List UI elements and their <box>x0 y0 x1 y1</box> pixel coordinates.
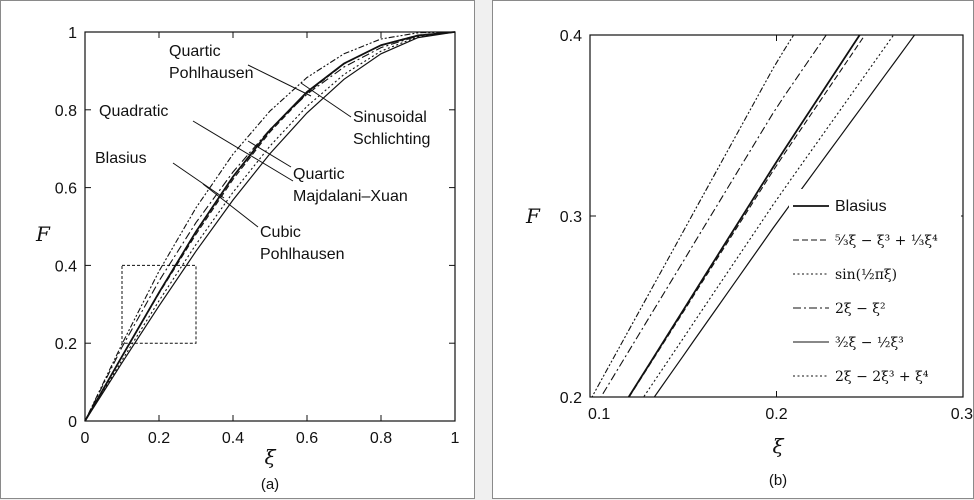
annotation-leader <box>202 183 259 228</box>
annotation-leader <box>172 162 225 199</box>
series-line-cubic-pohlhausen <box>84 31 456 422</box>
annotation-label: Sinusoidal <box>353 109 427 126</box>
panel-caption: (b) <box>769 472 787 489</box>
legend-label: ⁵⁄₃ξ − ξ³ + ¹⁄₃ξ⁴ <box>835 233 938 249</box>
annotation-label: Pohlhausen <box>169 65 254 82</box>
annotation-label: Pohlhausen <box>260 246 345 263</box>
annotation-leader <box>300 82 352 118</box>
x-tick-label: 0.3 <box>951 406 973 423</box>
inset-box <box>121 264 197 344</box>
x-tick-label: 1 <box>451 430 460 447</box>
series-line-quartic-pohlhausen <box>591 35 795 397</box>
y-tick-label: 0.3 <box>560 209 582 226</box>
series-line-quadratic <box>600 35 827 397</box>
chart-panel-b: 0.1 0.2 0.3 0.2 0.3 0.4 Blasius ⁵⁄₃ξ − ξ³ + ¹⁄… <box>492 0 974 499</box>
legend-label: 2ξ − ξ² <box>835 301 886 317</box>
annotation-label: Majdalani–Xuan <box>293 188 408 205</box>
legend-label: Blasius <box>835 198 887 215</box>
y-tick-label: 0.2 <box>55 336 77 353</box>
annotation-leader <box>247 64 312 97</box>
chart-panel-a: 0 0.2 0.4 0.6 0.8 1 0 0.2 0.4 0.6 0.8 1 Quartic Pohl… <box>0 0 475 499</box>
y-tick-label: 0.2 <box>560 390 582 407</box>
x-tick-label: 0.2 <box>765 406 787 423</box>
legend-label: 2ξ − 2ξ³ + ξ⁴ <box>835 369 929 385</box>
annotation-label: Quadratic <box>99 103 168 120</box>
y-axis-label: F <box>35 222 51 246</box>
x-tick-label: 0.2 <box>148 430 170 447</box>
series-line-quartic-pohlhausen <box>84 31 456 422</box>
legend-label: sin(½πξ) <box>835 267 897 283</box>
annotation-label: Quartic <box>293 166 345 183</box>
x-tick-label: 0.1 <box>588 406 610 423</box>
y-axis-label: F <box>525 204 541 228</box>
series-line-quadratic <box>84 31 456 422</box>
annotation-leader <box>192 120 294 182</box>
chart-b-svg: 0.1 0.2 0.3 0.2 0.3 0.4 Blasius ⁵⁄₃ξ − ξ³ + ¹⁄… <box>525 28 973 489</box>
series-line-blasius <box>627 35 861 397</box>
series-line-sinusoidal <box>84 31 456 422</box>
y-tick-label: 0 <box>68 414 77 431</box>
x-tick-label: 0 <box>81 430 90 447</box>
annotation-label: Cubic <box>260 224 301 241</box>
legend-label: ³⁄₂ξ − ½ξ³ <box>835 335 904 351</box>
y-tick-label: 0.4 <box>55 258 77 275</box>
annotation-label: Blasius <box>95 150 147 167</box>
y-tick-label: 0.8 <box>55 103 77 120</box>
y-tick-label: 0.4 <box>560 28 582 45</box>
x-tick-label: 0.8 <box>370 430 392 447</box>
annotation-label: Quartic <box>169 43 221 60</box>
y-tick-label: 1 <box>68 25 77 42</box>
x-tick-label: 0.6 <box>296 430 318 447</box>
annotation-leader <box>247 140 292 168</box>
series-line-quartic-majdalani <box>84 31 456 422</box>
annotation-label: Schlichting <box>353 131 430 148</box>
panel-caption: (a) <box>261 476 279 493</box>
x-tick-label: 0.4 <box>222 430 244 447</box>
plot-frame <box>84 31 456 422</box>
legend-background <box>789 189 961 389</box>
series-line-quartic-majdalani <box>628 35 866 397</box>
y-tick-label: 0.6 <box>55 181 77 198</box>
x-axis-label: ξ <box>264 445 276 469</box>
x-axis-label: ξ <box>772 434 784 458</box>
chart-a-svg: 0 0.2 0.4 0.6 0.8 1 0 0.2 0.4 0.6 0.8 1 Quartic Pohl… <box>35 25 460 493</box>
